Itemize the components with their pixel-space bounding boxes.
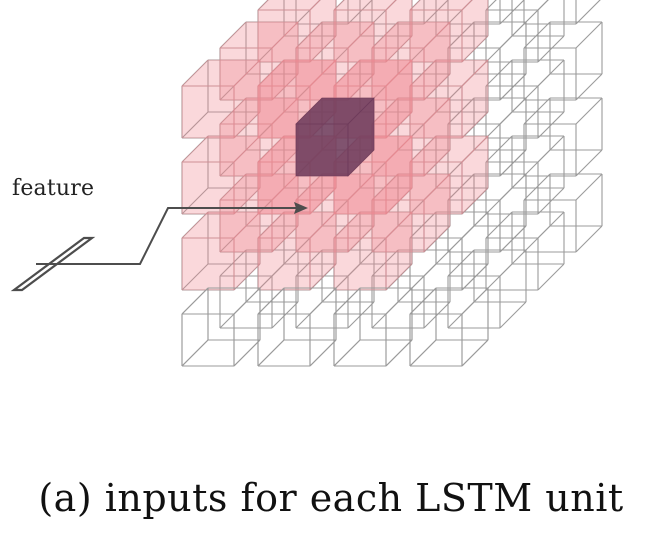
input-cube [333, 211, 413, 291]
wire-cube [409, 135, 489, 215]
wire-cube [371, 21, 451, 101]
wire-cube [181, 135, 261, 215]
wire-cube [485, 0, 565, 63]
center-lstm-unit-cube [295, 97, 375, 177]
wire-cube [295, 173, 375, 253]
feature-arrow-line [36, 207, 296, 265]
wire-cube [219, 21, 299, 101]
input-cube [371, 97, 451, 177]
center-cube [295, 97, 375, 177]
input-cube [409, 135, 489, 215]
input-cube [371, 173, 451, 253]
wire-cube [485, 211, 565, 291]
cube-grid-diagram [10, 0, 603, 367]
feature-label: feature [12, 176, 95, 201]
figure-caption: (a) inputs for each LSTM unit [38, 476, 624, 520]
front-wire-cube [409, 287, 489, 367]
input-cube [333, 0, 413, 63]
input-cube [181, 59, 261, 139]
input-cube [219, 21, 299, 101]
input-cube [181, 211, 261, 291]
input-cube [257, 0, 337, 63]
wire-cube [295, 21, 375, 101]
input-cube [371, 21, 451, 101]
front-wire-cube [333, 287, 413, 367]
input-cube [181, 135, 261, 215]
front-wireframe-row [181, 287, 489, 367]
arrow-head [294, 202, 308, 214]
wire-cube [409, 0, 489, 63]
wire-cube [257, 0, 337, 63]
wire-cube [523, 0, 601, 25]
feature-arrow [10, 202, 308, 292]
input-cube [295, 173, 375, 253]
input-cube [219, 97, 299, 177]
input-cube [257, 211, 337, 291]
wire-cube [257, 211, 337, 291]
input-cube [219, 173, 299, 253]
feature-vector-strip [10, 236, 96, 292]
wire-cube [181, 59, 261, 139]
input-cube [295, 21, 375, 101]
wire-cube [409, 59, 489, 139]
front-wire-cube [181, 287, 261, 367]
input-cube [409, 0, 489, 63]
wire-cube [219, 173, 299, 253]
wire-cube [485, 135, 565, 215]
wire-cube [219, 97, 299, 177]
input-cube [409, 59, 489, 139]
